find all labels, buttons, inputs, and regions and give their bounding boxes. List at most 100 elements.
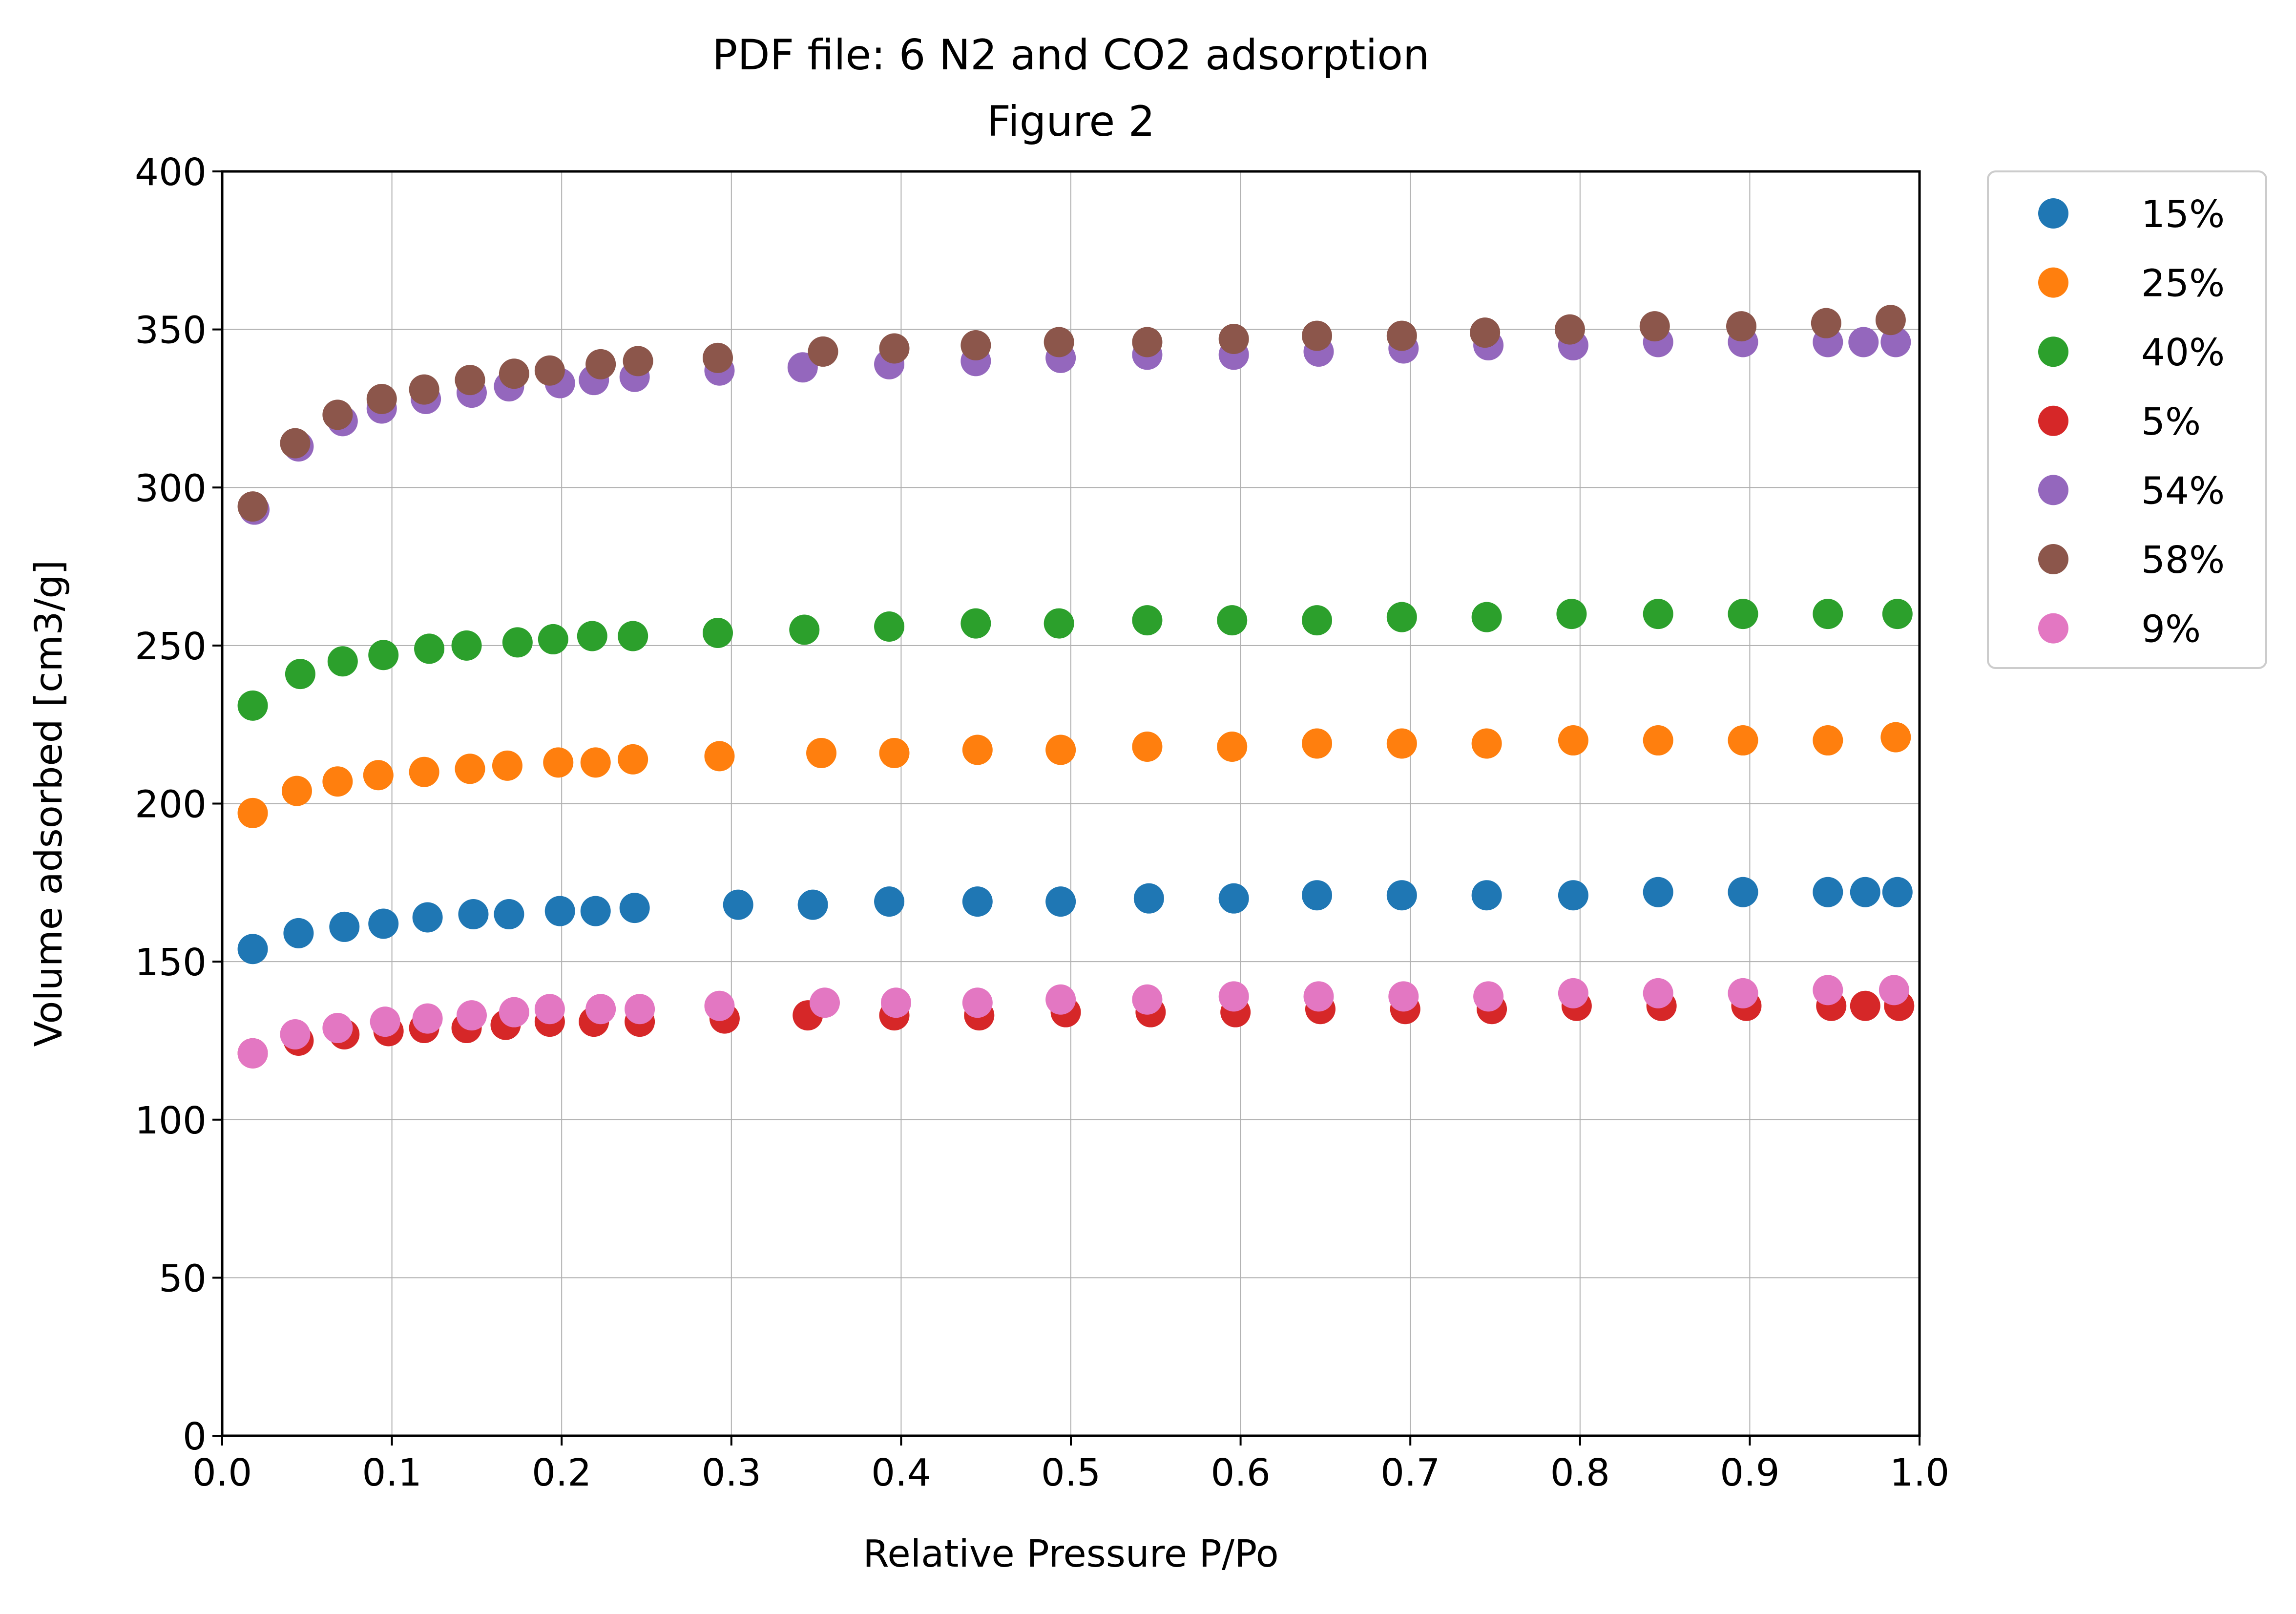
- y-tick-label: 400: [135, 151, 207, 194]
- x-tick-label: 0.8: [1550, 1451, 1610, 1495]
- data-point: [322, 1013, 353, 1044]
- legend-item: 58%: [2038, 539, 2225, 582]
- legend-item: 15%: [2038, 193, 2225, 236]
- data-point: [499, 997, 529, 1027]
- data-point: [322, 399, 353, 430]
- chart-title: PDF file: 6 N2 and CO2 adsorption: [712, 31, 1430, 80]
- data-point: [1639, 311, 1670, 342]
- data-point: [1132, 605, 1163, 636]
- data-point: [1302, 880, 1333, 911]
- data-point: [1813, 975, 1843, 1006]
- x-tick-label: 1.0: [1890, 1451, 1949, 1495]
- data-point: [412, 902, 443, 933]
- data-point: [283, 918, 314, 948]
- data-point: [723, 889, 753, 920]
- data-point: [962, 987, 993, 1018]
- data-point: [580, 896, 611, 926]
- data-point: [1558, 880, 1588, 911]
- data-point: [787, 352, 818, 383]
- x-axis-label: Relative Pressure P/Po: [863, 1532, 1278, 1576]
- y-tick-label: 250: [135, 625, 207, 669]
- y-axis-ticks: 0 50 100 150 200 250 300 350 400: [135, 151, 222, 1459]
- data-point: [1554, 314, 1585, 345]
- legend-label: 58%: [2141, 539, 2225, 582]
- legend-item: 54%: [2038, 469, 2225, 513]
- data-point: [577, 621, 607, 651]
- data-point: [1132, 327, 1163, 357]
- data-point: [368, 640, 399, 671]
- y-tick-label: 100: [135, 1099, 207, 1143]
- data-point: [1643, 877, 1673, 907]
- data-point: [1470, 317, 1501, 348]
- data-point: [538, 624, 568, 654]
- data-point: [237, 690, 268, 721]
- data-point: [1471, 728, 1502, 759]
- legend-marker: [2038, 267, 2068, 298]
- data-point: [1558, 978, 1588, 1008]
- y-tick-label: 300: [135, 467, 207, 510]
- data-point: [329, 911, 360, 942]
- data-point: [702, 342, 733, 373]
- data-point: [1556, 599, 1587, 629]
- data-point: [544, 896, 575, 926]
- data-point: [1726, 311, 1757, 342]
- data-point: [1882, 599, 1913, 629]
- legend-item: 9%: [2038, 608, 2201, 651]
- legend-label: 40%: [2141, 331, 2225, 375]
- data-point: [237, 491, 268, 522]
- data-point: [618, 744, 648, 775]
- data-point: [704, 990, 735, 1021]
- data-point: [797, 889, 828, 920]
- data-point: [1302, 728, 1333, 759]
- data-point: [580, 747, 611, 778]
- data-point: [1132, 984, 1163, 1015]
- series-5: [237, 305, 1906, 522]
- legend-marker: [2038, 613, 2068, 644]
- data-point: [280, 1019, 311, 1049]
- data-point: [370, 1006, 400, 1037]
- legend-marker: [2038, 475, 2068, 505]
- legend-label: 54%: [2141, 469, 2225, 513]
- data-point: [281, 776, 312, 806]
- data-point: [704, 741, 735, 772]
- data-point: [1218, 883, 1249, 914]
- data-point: [456, 1000, 487, 1031]
- data-point: [1471, 602, 1502, 632]
- data-point: [451, 630, 482, 661]
- data-point: [1044, 608, 1074, 639]
- data-point: [280, 428, 311, 459]
- data-point: [874, 611, 905, 642]
- data-point: [1728, 877, 1758, 907]
- legend-frame: [1987, 170, 2267, 669]
- data-point: [1218, 981, 1249, 1012]
- data-point: [809, 987, 840, 1018]
- data-point: [237, 1038, 268, 1069]
- data-point: [1643, 599, 1673, 629]
- data-point: [414, 633, 445, 664]
- legend-marker: [2038, 544, 2068, 574]
- x-tick-label: 0.2: [532, 1451, 591, 1495]
- data-point: [962, 734, 993, 765]
- data-point: [1882, 877, 1913, 907]
- data-point: [1848, 327, 1879, 357]
- data-point: [962, 886, 993, 917]
- data-point: [1045, 734, 1076, 765]
- data-point: [1302, 605, 1333, 636]
- x-tick-label: 0.6: [1211, 1451, 1270, 1495]
- data-point: [455, 365, 485, 396]
- data-point: [619, 893, 650, 923]
- legend-item: 25%: [2038, 262, 2225, 306]
- legend-item: 40%: [2038, 331, 2225, 375]
- data-point: [534, 994, 565, 1025]
- legend-label: 5%: [2141, 400, 2201, 444]
- legend-label: 25%: [2141, 262, 2225, 306]
- data-point: [585, 349, 616, 379]
- legend: 15% 25% 40% 5% 54% 58% 9%: [1987, 170, 2267, 669]
- data-point: [494, 899, 524, 930]
- data-point: [1302, 320, 1333, 351]
- data-point: [1044, 327, 1074, 357]
- x-tick-label: 0.9: [1720, 1451, 1779, 1495]
- data-point: [368, 908, 399, 939]
